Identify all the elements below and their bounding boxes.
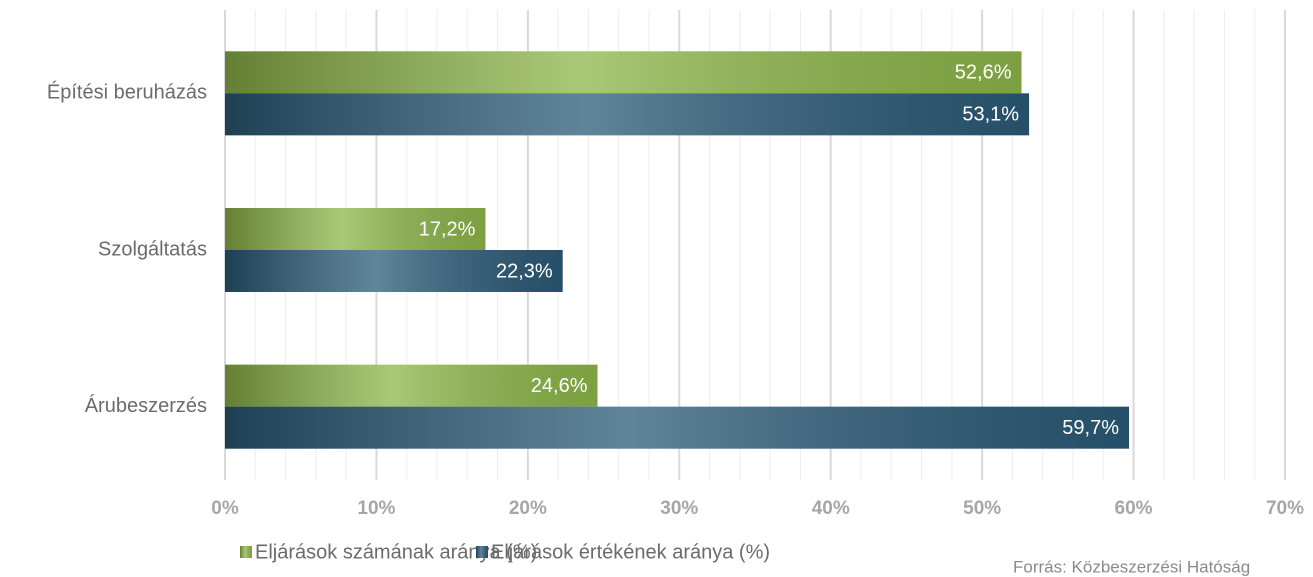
legend-label: Eljárások értékének aránya (%) [491, 541, 770, 563]
x-tick-label: 10% [357, 498, 395, 519]
bar-sheen [225, 250, 563, 292]
source: Forrás: Közbeszerzési Hatóság [1013, 557, 1250, 576]
x-tick-label: 40% [812, 498, 850, 519]
x-tick-label: 70% [1266, 498, 1304, 519]
category-label: Szolgáltatás [98, 238, 207, 260]
value-label: 22,3% [496, 260, 553, 282]
category-label: Árubeszerzés [85, 394, 207, 417]
x-tick-label: 20% [509, 498, 547, 519]
x-tick-label: 30% [660, 498, 698, 519]
x-tick-label: 50% [963, 498, 1001, 519]
value-label: 24,6% [531, 375, 588, 397]
value-label: 53,1% [962, 104, 1019, 126]
bar-sheen [225, 93, 1030, 136]
value-label: 59,7% [1062, 417, 1119, 439]
bars [225, 51, 1130, 449]
legend-label: Eljárások számának aránya (%) [255, 541, 537, 563]
labels: 0% 10% 20% 30% 40% 50% 60% 70% Építési beruházás… [47, 62, 1304, 564]
value-label: 52,6% [955, 62, 1012, 84]
legend-swatch-sheen [240, 546, 252, 558]
bar-sheen [225, 406, 1130, 449]
x-tick-label: 60% [1115, 498, 1153, 519]
bar-sheen [225, 364, 598, 407]
x-tick-label: 0% [211, 498, 239, 519]
bar-sheen [225, 208, 486, 250]
bar-sheen [225, 51, 1022, 94]
legend-swatch-sheen [476, 546, 488, 558]
value-label: 17,2% [419, 218, 476, 240]
category-label: Építési beruházás [47, 81, 207, 104]
